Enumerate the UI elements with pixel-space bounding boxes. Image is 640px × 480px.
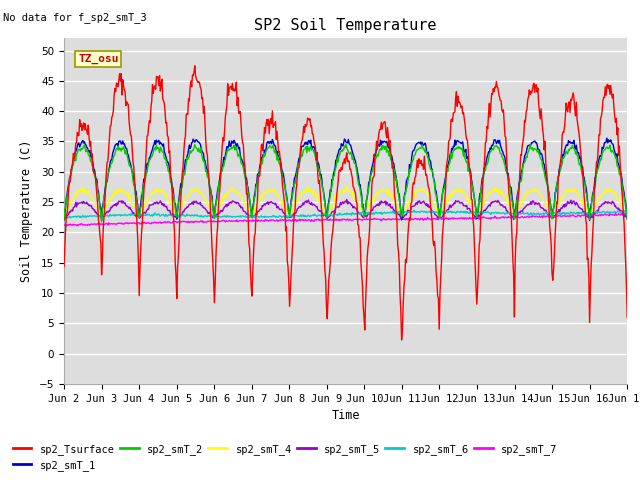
X-axis label: Time: Time	[332, 409, 360, 422]
Legend: sp2_Tsurface, sp2_smT_1, sp2_smT_2, sp2_smT_4, sp2_smT_5, sp2_smT_6, sp2_smT_7: sp2_Tsurface, sp2_smT_1, sp2_smT_2, sp2_…	[8, 439, 561, 475]
Text: No data for f_sp2_smT_3: No data for f_sp2_smT_3	[3, 12, 147, 23]
Text: TZ_osu: TZ_osu	[78, 54, 118, 64]
Y-axis label: Soil Temperature (C): Soil Temperature (C)	[20, 140, 33, 282]
Title: SP2 Soil Temperature: SP2 Soil Temperature	[254, 18, 437, 33]
